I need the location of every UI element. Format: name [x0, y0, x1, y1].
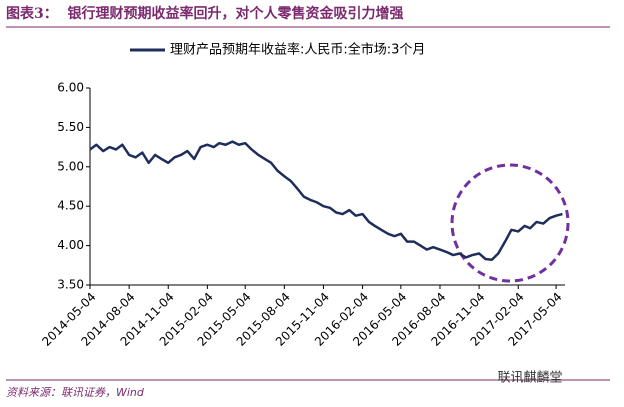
source: 资料来源：联讯证券，Wind: [6, 386, 145, 399]
y-tick-label: 3.50: [57, 278, 84, 292]
y-tick-label: 5.50: [57, 120, 84, 134]
y-tick-label: 5.00: [57, 159, 84, 173]
watermark: 联讯麒麟堂: [497, 370, 562, 386]
y-tick-label: 6.00: [57, 81, 84, 95]
line-series: [89, 140, 563, 262]
highlight-circle: [450, 163, 570, 283]
y-tick-label: 4.50: [57, 199, 84, 213]
y-tick-label: 4.00: [57, 238, 84, 252]
legend-label: 理财产品预期年收益率:人民币:全市场:3个月: [170, 42, 425, 58]
chart-title: 图表3： 银行理财预期收益率回升，对个人零售资金吸引力增强: [6, 5, 404, 22]
